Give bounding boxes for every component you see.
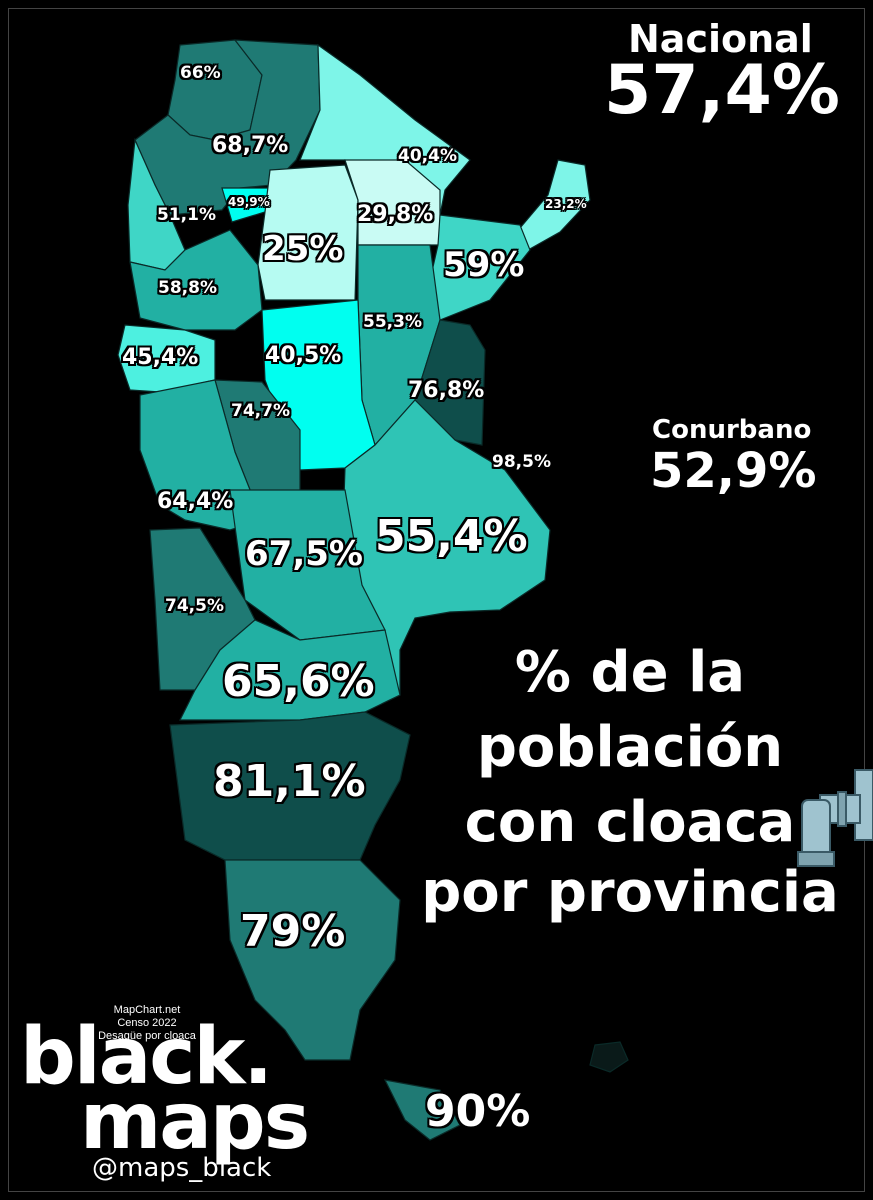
conurbano-label: Conurbano bbox=[652, 415, 812, 445]
label-entrerios: 76,8% bbox=[408, 378, 485, 403]
province-rionegro bbox=[179, 619, 401, 721]
falklands-shape bbox=[589, 1041, 629, 1073]
label-tierradelfuego: 90% bbox=[425, 1086, 531, 1137]
province-corrientes bbox=[429, 214, 531, 321]
label-sanjuan: 45,4% bbox=[122, 345, 199, 370]
label-caba: 98,5% bbox=[492, 452, 551, 472]
label-rionegro: 65,6% bbox=[222, 656, 375, 707]
caption-line-1: % de la bbox=[514, 640, 746, 705]
province-santacruz bbox=[224, 859, 401, 1061]
province-tierradelfuego bbox=[383, 1079, 461, 1141]
nacional-label: Nacional bbox=[628, 17, 813, 61]
credit-desague: Desagüe por cloaca bbox=[98, 1030, 196, 1042]
caption-line-2: población bbox=[476, 715, 784, 780]
label-santafe: 55,3% bbox=[363, 312, 422, 332]
credit-mapchart: MapChart.net bbox=[113, 1004, 181, 1016]
label-salta: 68,7% bbox=[212, 133, 289, 158]
label-sanluis: 74,7% bbox=[231, 401, 290, 421]
label-mendoza: 64,4% bbox=[157, 489, 234, 514]
nacional-value: 57,4% bbox=[604, 51, 840, 130]
label-lapampa: 67,5% bbox=[245, 534, 363, 574]
label-chaco: 29,8% bbox=[357, 202, 434, 227]
label-formosa: 40,4% bbox=[398, 146, 457, 166]
province-misiones bbox=[519, 159, 591, 251]
label-santacruz: 79% bbox=[240, 906, 346, 957]
brand-maps: maps bbox=[80, 1077, 310, 1167]
caption-line-3: con cloaca bbox=[464, 790, 796, 855]
caption-line-4: por provincia bbox=[421, 860, 839, 925]
label-chubut: 81,1% bbox=[213, 756, 366, 807]
map-frame bbox=[8, 8, 865, 1192]
label-tucuman: 49,9% bbox=[228, 195, 270, 209]
brand-handle: @maps_black bbox=[92, 1153, 272, 1183]
label-jujuy: 66% bbox=[180, 63, 221, 83]
label-cordoba: 40,5% bbox=[265, 343, 342, 368]
label-larioja: 58,8% bbox=[158, 278, 217, 298]
credits: MapChart.net Censo 2022 Desagüe por cloa… bbox=[92, 1004, 202, 1043]
credit-censo: Censo 2022 bbox=[117, 1017, 177, 1029]
label-corrientes: 59% bbox=[443, 245, 525, 285]
conurbano-value: 52,9% bbox=[650, 443, 817, 499]
province-larioja bbox=[129, 229, 263, 331]
label-neuquen: 74,5% bbox=[165, 596, 224, 616]
label-catamarca: 51,1% bbox=[157, 205, 216, 225]
label-santiago: 25% bbox=[262, 229, 344, 269]
province-chubut bbox=[169, 711, 411, 861]
label-misiones: 23,2% bbox=[545, 197, 587, 211]
province-santiago bbox=[257, 164, 359, 301]
label-buenosaires: 55,4% bbox=[375, 511, 528, 562]
brand-black: black. bbox=[20, 1012, 273, 1102]
